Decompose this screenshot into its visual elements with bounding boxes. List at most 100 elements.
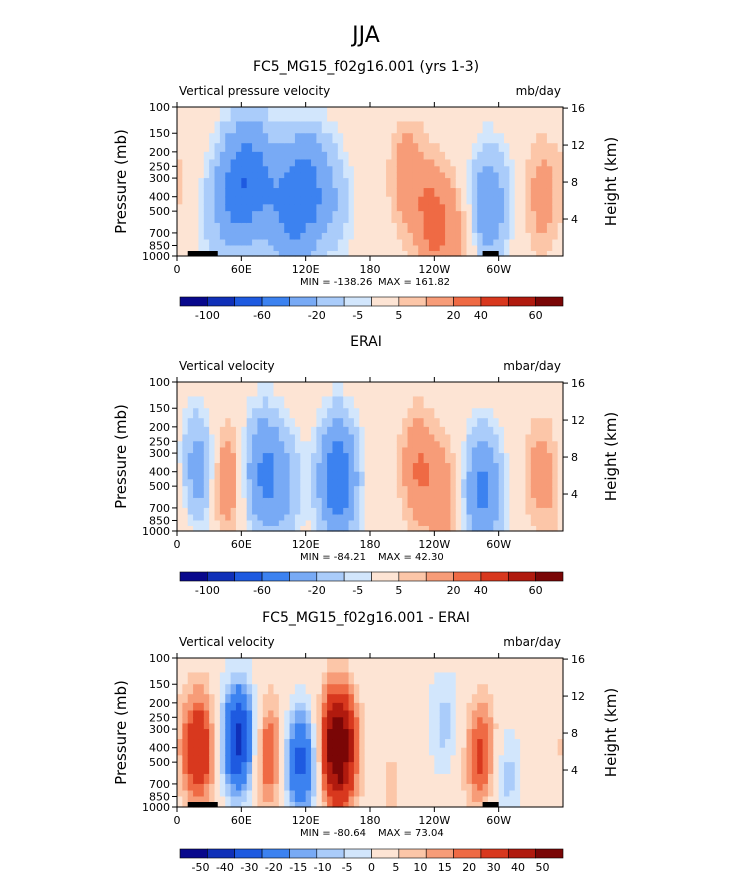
field-cell xyxy=(300,211,307,224)
field-cell xyxy=(386,497,393,509)
field-cell xyxy=(375,790,382,798)
field-cell xyxy=(471,729,478,740)
field-cell xyxy=(252,790,259,798)
field-cell xyxy=(498,204,505,212)
y-axis-label: Pressure (mb) xyxy=(112,404,130,509)
field-cell xyxy=(380,702,387,712)
field-cell xyxy=(198,790,205,798)
field-cell xyxy=(541,747,548,756)
field-cell xyxy=(396,188,403,198)
field-cell xyxy=(504,762,510,775)
field-cell xyxy=(364,479,371,487)
field-cell xyxy=(294,739,301,749)
field-cell xyxy=(219,426,226,436)
field-cell xyxy=(225,408,232,419)
field-cell xyxy=(434,514,441,522)
field-cell xyxy=(364,672,371,685)
field-cell xyxy=(193,684,200,695)
field-cell xyxy=(546,497,553,509)
field-cell xyxy=(412,172,419,179)
field-cell xyxy=(364,796,371,803)
field-cell xyxy=(321,151,328,161)
field-cell xyxy=(412,188,419,198)
field-cell xyxy=(434,382,441,398)
field-cell xyxy=(252,426,259,436)
field-cell xyxy=(450,747,457,756)
field-cell xyxy=(177,463,183,473)
field-cell xyxy=(348,211,355,224)
field-cell xyxy=(439,463,446,473)
field-cell xyxy=(396,514,403,522)
field-cell xyxy=(477,159,484,167)
field-cell xyxy=(225,694,232,704)
field-cell xyxy=(246,232,253,241)
field-cell xyxy=(482,684,489,695)
field-cell xyxy=(514,232,521,241)
field-cell xyxy=(455,426,462,436)
field-cell xyxy=(466,426,473,436)
field-cell xyxy=(450,121,457,134)
field-cell xyxy=(386,166,393,174)
field-cell xyxy=(225,463,232,473)
field-cell xyxy=(493,684,500,695)
field-cell xyxy=(177,151,183,161)
field-cell xyxy=(504,250,510,257)
field-cell xyxy=(402,232,409,241)
field-cell xyxy=(466,408,473,419)
field-cell xyxy=(262,801,269,808)
field-cell xyxy=(300,520,307,527)
field-cell xyxy=(337,245,344,252)
field-cell xyxy=(557,729,564,740)
field-cell xyxy=(252,159,259,167)
field-cell xyxy=(498,151,505,161)
field-cell xyxy=(332,710,339,718)
field-cell xyxy=(327,121,334,134)
field-cell xyxy=(187,382,194,398)
field-cell xyxy=(375,658,382,674)
field-cell xyxy=(182,232,189,241)
field-cell xyxy=(493,755,500,763)
field-cell xyxy=(193,729,200,740)
field-cell xyxy=(353,239,360,247)
field-cell xyxy=(187,702,194,712)
field-cell xyxy=(396,723,403,730)
field-cell xyxy=(482,434,489,442)
field-cell xyxy=(311,497,317,509)
field-cell xyxy=(327,801,334,808)
field-cell xyxy=(187,239,194,247)
field-cell xyxy=(321,250,328,257)
field-cell xyxy=(225,525,232,532)
field-cell xyxy=(262,447,269,454)
field-cell xyxy=(187,710,194,718)
field-cell xyxy=(445,497,452,509)
field-cell xyxy=(461,471,468,480)
field-cell xyxy=(321,434,328,442)
field-cell xyxy=(214,471,221,480)
field-cell xyxy=(262,133,269,144)
field-cell xyxy=(316,121,323,134)
field-cell xyxy=(300,204,307,212)
field-cell xyxy=(337,773,344,785)
field-cell xyxy=(219,723,226,730)
field-cell xyxy=(235,739,242,749)
field-cell xyxy=(423,188,430,198)
field-cell xyxy=(509,166,516,174)
field-cell xyxy=(268,525,275,532)
field-cell xyxy=(434,250,441,257)
field-cell xyxy=(375,739,382,749)
field-cell xyxy=(300,250,307,257)
field-cell xyxy=(471,739,478,749)
field-cell xyxy=(423,684,430,695)
field-cell xyxy=(305,408,312,419)
field-cell xyxy=(187,684,194,695)
field-cell xyxy=(305,447,312,454)
field-cell xyxy=(284,408,291,419)
field-cell xyxy=(514,479,521,487)
field-cell xyxy=(321,672,328,685)
field-cell xyxy=(203,453,210,464)
field-cell xyxy=(520,382,527,398)
field-cell xyxy=(337,514,344,522)
field-cell xyxy=(477,755,484,763)
field-cell xyxy=(294,520,301,527)
field-cell xyxy=(402,783,409,792)
